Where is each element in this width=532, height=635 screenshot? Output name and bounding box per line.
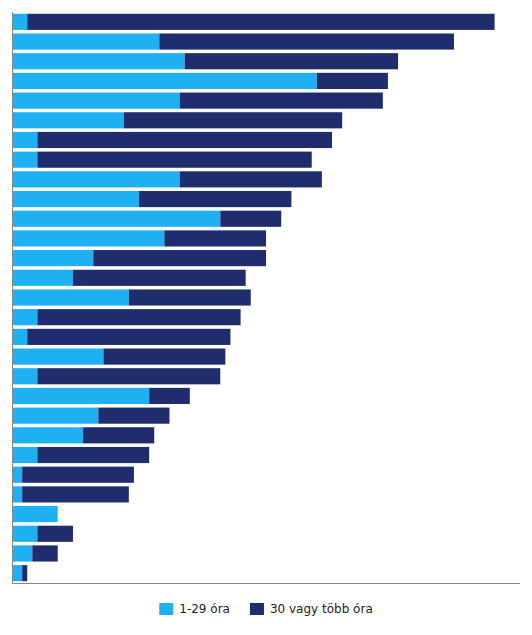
bar-segment <box>220 211 281 227</box>
bar-segment <box>180 171 322 187</box>
bar-segment <box>12 191 139 207</box>
bar-segment <box>12 270 73 286</box>
bar-segment <box>22 467 134 483</box>
bar-segment <box>27 329 230 345</box>
bar-segment <box>12 73 317 89</box>
bar-segment <box>12 112 124 128</box>
bar-segment <box>12 309 37 325</box>
bar-segment <box>12 93 180 109</box>
bar-segment <box>83 427 154 443</box>
bar-segment <box>124 112 342 128</box>
y-axis-line <box>12 12 13 583</box>
bar-segment <box>93 250 266 266</box>
bar-segment <box>180 93 383 109</box>
bar-segment <box>37 309 240 325</box>
bar-segment <box>12 230 164 246</box>
chart: 1-29 óra 30 vagy több óra <box>0 0 532 635</box>
bar-segment <box>12 289 129 305</box>
bar-segment <box>129 289 251 305</box>
bar-segment <box>37 526 73 542</box>
bar-segment <box>12 467 22 483</box>
bar-segment <box>37 368 220 384</box>
bar-segment <box>12 348 103 364</box>
legend: 1-29 óra 30 vagy több óra <box>159 602 372 616</box>
bar-segment <box>73 270 246 286</box>
bar-segment <box>159 33 454 49</box>
bar-segment <box>185 53 398 69</box>
bar-segment <box>22 486 129 502</box>
bar-segment <box>12 211 220 227</box>
bar-segment <box>103 348 225 364</box>
bar-segment <box>12 171 180 187</box>
bar-segment <box>12 526 37 542</box>
bar-segment <box>32 545 57 561</box>
legend-swatch <box>250 603 264 615</box>
bar-segment <box>12 447 37 463</box>
bar-segment <box>37 447 149 463</box>
bar-segment <box>139 191 291 207</box>
bar-segment <box>12 132 37 148</box>
bar-segment <box>27 14 494 30</box>
bar-segment <box>37 132 332 148</box>
bar-segment <box>12 565 22 581</box>
bar-segment <box>12 427 83 443</box>
legend-swatch <box>159 603 173 615</box>
bar-segment <box>12 14 27 30</box>
bar-segment <box>317 73 388 89</box>
bar-segment <box>12 250 93 266</box>
bar-segment <box>98 408 169 424</box>
bar-segment <box>12 53 185 69</box>
bars <box>12 14 495 581</box>
bar-segment <box>12 368 37 384</box>
legend-label: 1-29 óra <box>179 602 230 616</box>
bar-segment <box>12 506 58 522</box>
bar-segment <box>164 230 266 246</box>
bar-segment <box>12 545 32 561</box>
bar-segment <box>12 408 98 424</box>
bar-segment <box>149 388 190 404</box>
bar-segment <box>12 33 159 49</box>
bar-segment <box>12 329 27 345</box>
bar-segment <box>37 152 311 168</box>
bar-segment <box>12 152 37 168</box>
x-axis-line <box>12 583 520 584</box>
bar-segment <box>57 506 58 522</box>
bar-segment <box>12 388 149 404</box>
bar-segment <box>22 565 27 581</box>
bar-segment <box>12 486 22 502</box>
legend-label: 30 vagy több óra <box>270 602 373 616</box>
